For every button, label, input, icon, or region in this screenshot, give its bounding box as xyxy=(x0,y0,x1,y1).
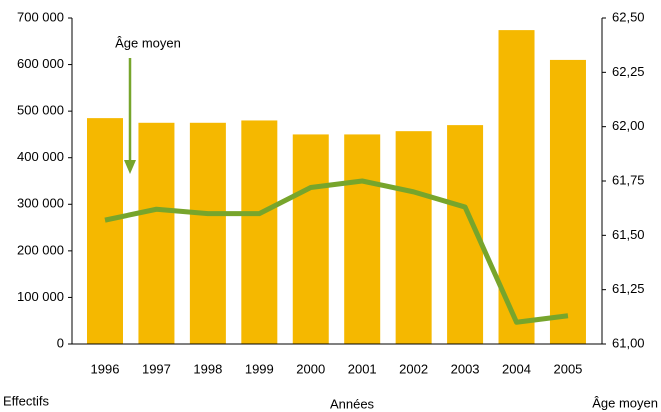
y2-tick-label: 61,00 xyxy=(612,335,645,350)
x-tick-label: 1998 xyxy=(193,361,222,376)
bar xyxy=(344,134,381,344)
bar xyxy=(189,122,226,345)
y-tick-label: 0 xyxy=(57,335,64,350)
y-tick-label: 500 000 xyxy=(17,103,64,118)
y-tick-label: 300 000 xyxy=(17,196,64,211)
y-tick-label: 100 000 xyxy=(17,289,64,304)
y-tick-label: 700 000 xyxy=(17,9,64,24)
y2-axis-label: Âge moyen xyxy=(592,395,658,410)
y-tick-label: 600 000 xyxy=(17,56,64,71)
y2-tick-label: 62,50 xyxy=(612,9,645,24)
x-tick-label: 2004 xyxy=(502,361,531,376)
y2-tick-label: 61,75 xyxy=(612,172,645,187)
bar xyxy=(87,118,123,344)
y2-tick-label: 62,25 xyxy=(612,64,645,79)
bar xyxy=(241,120,278,344)
x-axis-label: Années xyxy=(330,396,375,411)
bar xyxy=(395,131,432,344)
bar xyxy=(292,134,329,344)
x-tick-label: 2005 xyxy=(553,361,582,376)
x-tick-label: 2003 xyxy=(451,361,480,376)
y-axis-label: Effectifs xyxy=(3,393,50,408)
x-tick-label: 2000 xyxy=(296,361,325,376)
y-tick-label: 400 000 xyxy=(17,149,64,164)
x-tick-label: 2002 xyxy=(399,361,428,376)
annotation: Âge moyen xyxy=(115,35,181,50)
y2-tick-label: 61,25 xyxy=(612,281,645,296)
line xyxy=(104,178,569,325)
x-tick-label: 2001 xyxy=(348,361,377,376)
x-tick-label: 1997 xyxy=(142,361,171,376)
x-tick-label: 1996 xyxy=(91,361,120,376)
y2-tick-label: 61,50 xyxy=(612,227,645,242)
annotation-arrowhead xyxy=(124,160,136,174)
bar xyxy=(138,122,175,345)
y-tick-label: 200 000 xyxy=(17,242,64,257)
x-tick-label: 1999 xyxy=(245,361,274,376)
bar xyxy=(549,59,586,345)
y2-tick-label: 62,00 xyxy=(612,118,645,133)
